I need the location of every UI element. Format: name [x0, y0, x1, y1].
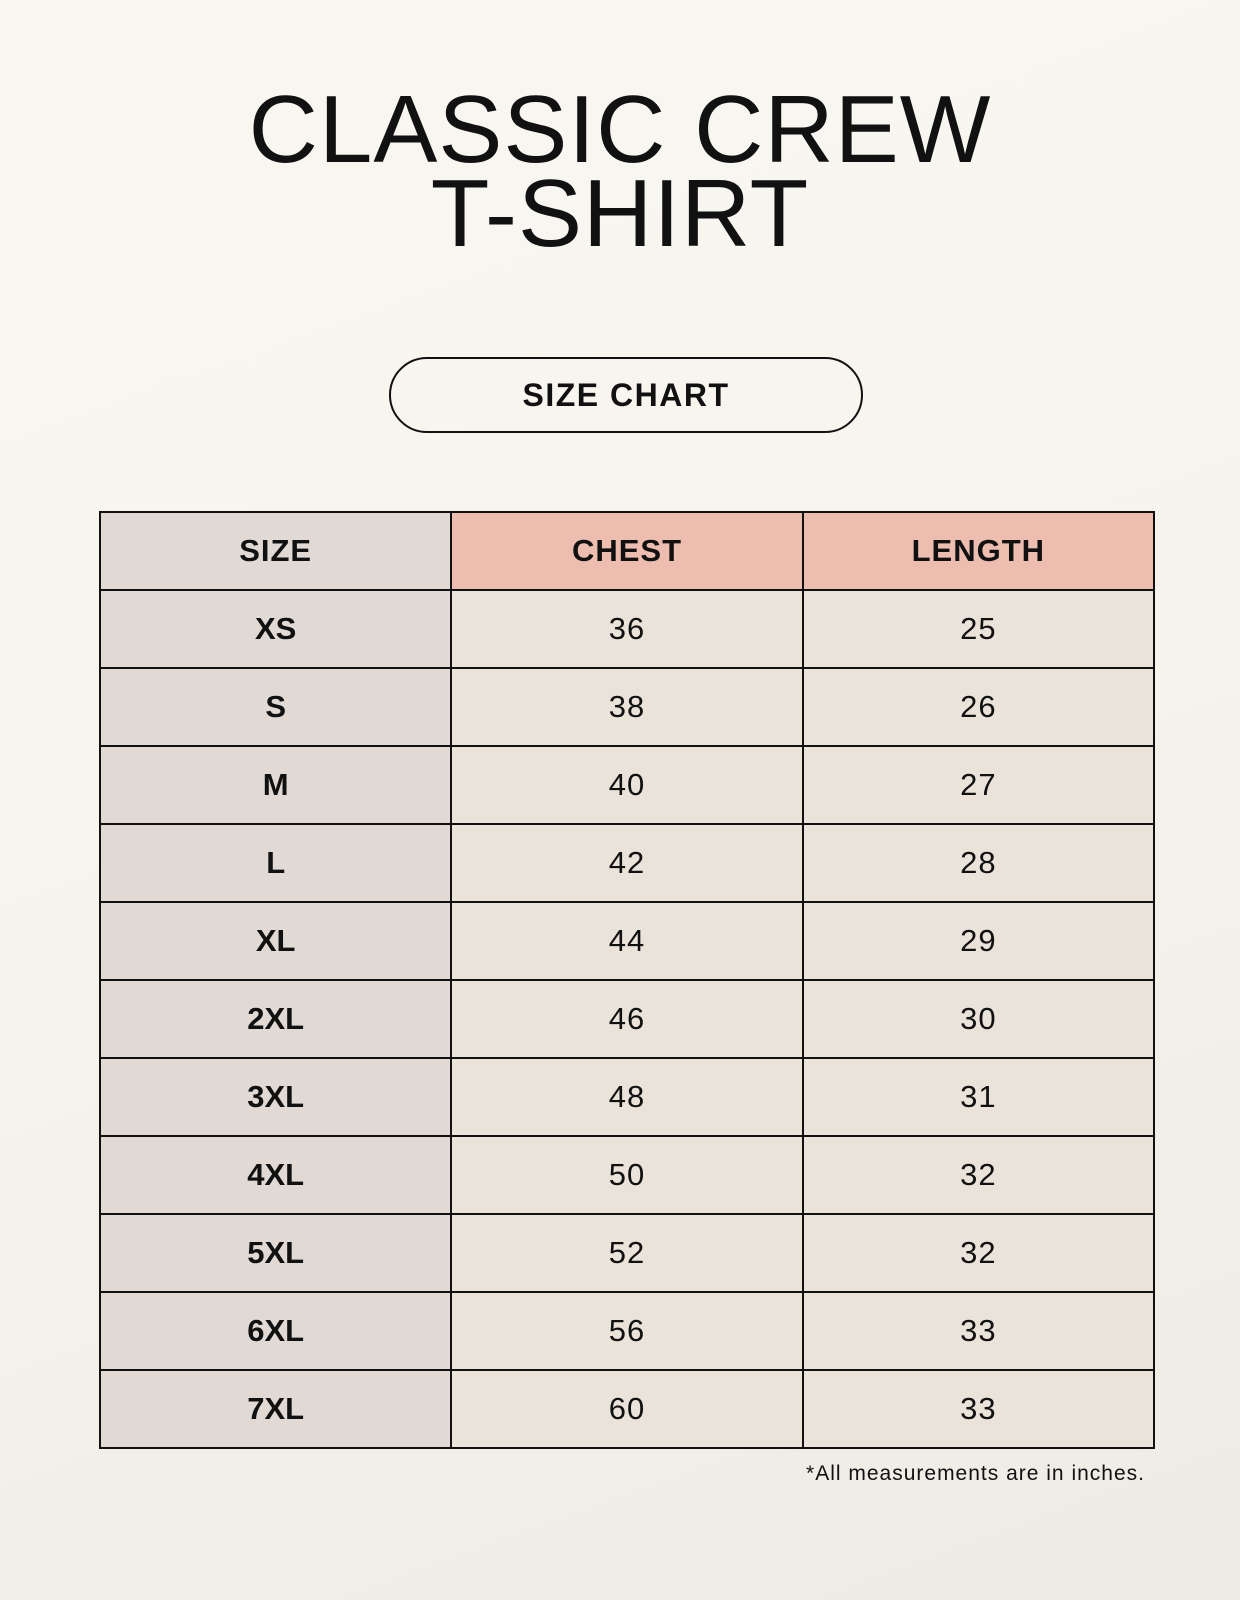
table-row: S 38 26: [98, 667, 1156, 747]
cell-chest: 60: [450, 1369, 804, 1449]
table-row: 6XL 56 33: [98, 1291, 1156, 1371]
page-title: CLASSIC CREW T-SHIRT: [0, 76, 1240, 267]
cell-size: 7XL: [98, 1369, 453, 1449]
cell-chest: 56: [450, 1291, 804, 1371]
table-row: 2XL 46 30: [98, 979, 1156, 1059]
cell-length: 30: [801, 979, 1156, 1059]
title-line-1: CLASSIC CREW: [248, 76, 992, 183]
cell-length: 32: [801, 1213, 1156, 1293]
cell-length: 33: [801, 1369, 1156, 1449]
table-row: XS 36 25: [98, 589, 1156, 669]
cell-chest: 40: [450, 745, 804, 825]
table-row: 4XL 50 32: [98, 1135, 1156, 1215]
cell-chest: 44: [450, 901, 804, 981]
cell-size: XL: [98, 901, 453, 981]
header-chest: CHEST: [450, 511, 804, 591]
cell-length: 27: [801, 745, 1156, 825]
header-size: SIZE: [98, 511, 453, 591]
cell-size: 4XL: [98, 1135, 453, 1215]
cell-length: 28: [801, 823, 1156, 903]
table-row: XL 44 29: [98, 901, 1156, 981]
cell-size: M: [98, 745, 453, 825]
cell-length: 25: [801, 589, 1156, 669]
title-line-2: T-SHIRT: [430, 160, 810, 267]
table-row: L 42 28: [98, 823, 1156, 903]
cell-size: S: [98, 667, 453, 747]
cell-size: L: [98, 823, 453, 903]
table-row: M 40 27: [98, 745, 1156, 825]
cell-size: 6XL: [98, 1291, 453, 1371]
cell-size: 2XL: [98, 979, 453, 1059]
cell-length: 32: [801, 1135, 1156, 1215]
cell-length: 33: [801, 1291, 1156, 1371]
footnote: *All measurements are in inches.: [806, 1462, 1145, 1485]
cell-chest: 50: [450, 1135, 804, 1215]
cell-size: 5XL: [98, 1213, 453, 1293]
cell-chest: 52: [450, 1213, 804, 1293]
size-chart-badge: SIZE CHART: [389, 357, 863, 433]
cell-size: XS: [98, 589, 453, 669]
table-row: 3XL 48 31: [98, 1057, 1156, 1137]
cell-length: 26: [801, 667, 1156, 747]
header-length: LENGTH: [801, 511, 1156, 591]
cell-chest: 48: [450, 1057, 804, 1137]
cell-length: 31: [801, 1057, 1156, 1137]
cell-chest: 38: [450, 667, 804, 747]
cell-chest: 36: [450, 589, 804, 669]
table-header-row: SIZE CHEST LENGTH: [98, 511, 1156, 591]
cell-size: 3XL: [98, 1057, 453, 1137]
cell-chest: 42: [450, 823, 804, 903]
table-row: 5XL 52 32: [98, 1213, 1156, 1293]
cell-chest: 46: [450, 979, 804, 1059]
cell-length: 29: [801, 901, 1156, 981]
size-table: SIZE CHEST LENGTH XS 36 25 S 38 26 M 40 27 L 42 28 X…: [98, 511, 1156, 1449]
table-row: 7XL 60 33: [98, 1369, 1156, 1449]
